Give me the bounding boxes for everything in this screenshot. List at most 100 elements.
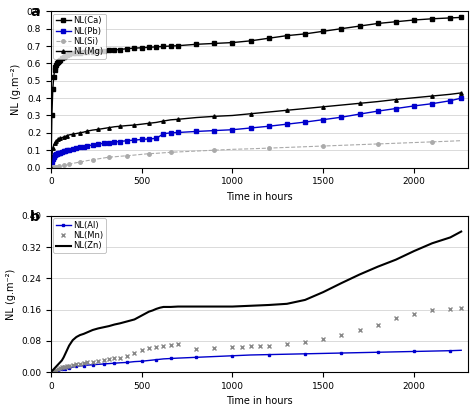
NL(Pb) [168,130,173,135]
NL(Mn) [211,346,217,351]
NL(Zn) [164,304,170,309]
NL(Mn) [320,337,326,342]
NL(Zn) [54,364,59,369]
NL(Al) [175,356,181,360]
NL(Mn) [175,342,181,346]
Line: NL(Pb): NL(Pb) [49,96,463,169]
NL(Mn) [55,367,61,372]
NL(Si) [70,161,75,166]
NL(Mn) [168,342,173,347]
Line: NL(Mg): NL(Mg) [49,91,463,169]
NL(Al) [211,354,217,359]
NL(Al) [106,361,112,366]
NL(Al) [458,348,464,353]
NL(Mn) [112,356,118,361]
NL(Mn) [375,322,381,327]
NL(Mn) [146,346,152,351]
NL(Mn) [106,357,112,362]
NL(Al) [284,352,290,357]
NL(Mg) [458,91,464,96]
NL(Mn) [66,363,72,368]
NL(Mn) [77,361,83,366]
NL(Mn) [338,332,344,337]
NL(Ca) [59,56,64,61]
NL(Al) [375,350,381,355]
NL(Zn) [48,370,54,375]
NL(Ca) [70,51,75,56]
NL(Mn) [302,339,308,344]
NL(Mn) [52,368,57,373]
NL(Mg) [66,132,72,137]
NL(Pb) [211,128,217,133]
NL(Al) [54,368,59,373]
NL(Zn) [458,229,464,234]
NL(Al) [64,366,70,371]
NL(Mn) [95,358,101,363]
NL(Mn) [50,369,55,374]
NL(Ca) [211,41,217,46]
NL(Al) [248,353,254,358]
NL(Mn) [73,362,79,367]
Line: NL(Mn): NL(Mn) [48,305,464,375]
NL(Mn) [193,346,199,351]
NL(Al) [393,349,399,354]
NL(Mn) [54,368,59,372]
Legend: NL(Al), NL(Mn), NL(Zn): NL(Al), NL(Mn), NL(Zn) [54,218,106,253]
NL(Mn) [357,328,363,332]
NL(Mn) [239,344,245,349]
NL(Mn) [59,365,64,370]
NL(Mn) [124,353,130,358]
NL(Ca) [447,15,453,20]
NL(Mn) [101,358,107,363]
NL(Al) [81,363,86,368]
NL(Mn) [117,355,123,360]
NL(Al) [266,352,272,357]
NL(Zn) [393,257,399,262]
NL(Al) [229,353,235,358]
NL(Mn) [257,344,263,349]
NL(Ca) [66,52,72,56]
NL(Al) [193,355,199,360]
NL(Mn) [132,350,137,355]
NL(Si) [458,138,464,143]
NL(Al) [59,367,64,372]
NL(Mn) [429,308,435,313]
NL(Mn) [61,365,66,370]
NL(Pb) [458,96,464,101]
NL(Al) [90,362,96,367]
NL(Al) [320,351,326,356]
NL(Mg) [48,165,54,170]
NL(Si) [447,139,453,144]
NL(Al) [338,351,344,356]
NL(Al) [52,368,57,373]
NL(Mn) [229,344,235,349]
NL(Mn) [447,307,453,311]
NL(Ca) [168,44,173,49]
NL(Si) [66,162,72,166]
NL(Mn) [84,360,90,365]
NL(Mn) [64,364,70,369]
NL(Al) [161,356,166,361]
Text: a: a [30,5,40,19]
NL(Ca) [458,15,464,20]
NL(Mn) [57,366,63,371]
NL(Al) [124,360,130,365]
NL(Zn) [95,326,101,331]
NL(Mn) [266,343,272,348]
NL(Mn) [139,347,145,352]
NL(Mn) [48,370,54,375]
NL(Al) [50,369,55,374]
NL(Mn) [161,343,166,348]
NL(Al) [95,362,101,367]
NL(Al) [429,349,435,353]
Y-axis label: NL (g.m⁻²): NL (g.m⁻²) [11,64,21,115]
NL(Pb) [66,147,72,152]
NL(Al) [447,348,453,353]
NL(Al) [63,366,68,371]
NL(Ca) [48,165,54,170]
NL(Mg) [168,117,173,122]
NL(Al) [112,361,118,366]
NL(Mn) [248,344,254,349]
NL(Al) [117,360,123,365]
NL(Al) [55,368,61,373]
